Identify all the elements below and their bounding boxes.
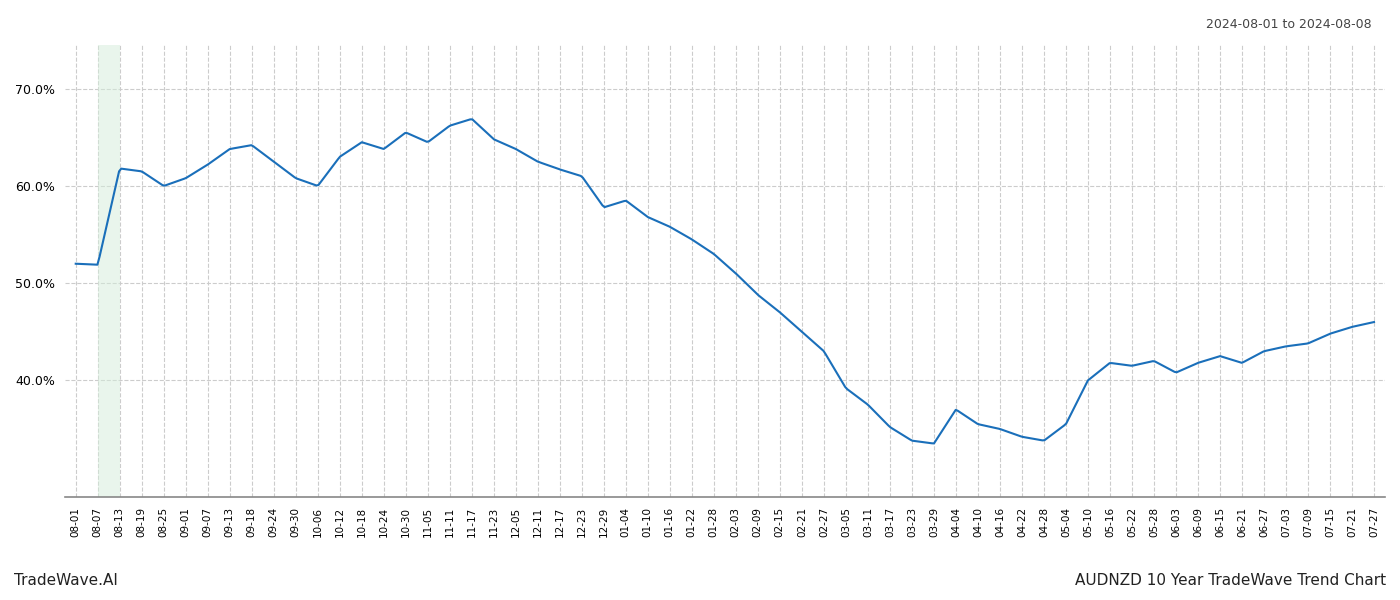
Bar — [98, 45, 120, 497]
Text: 2024-08-01 to 2024-08-08: 2024-08-01 to 2024-08-08 — [1207, 18, 1372, 31]
Text: AUDNZD 10 Year TradeWave Trend Chart: AUDNZD 10 Year TradeWave Trend Chart — [1075, 573, 1386, 588]
Text: TradeWave.AI: TradeWave.AI — [14, 573, 118, 588]
